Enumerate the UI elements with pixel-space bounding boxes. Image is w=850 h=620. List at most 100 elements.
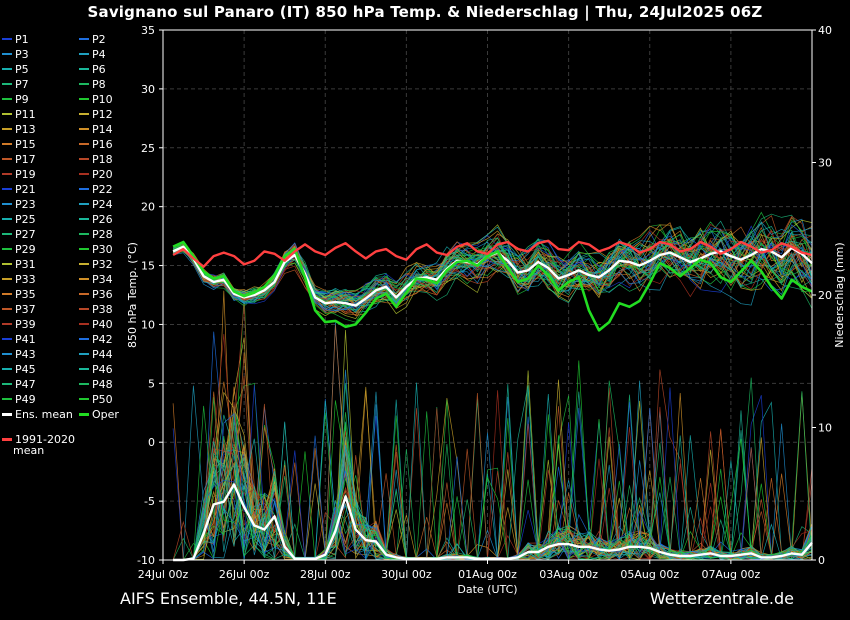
y2-tick-label: 30 bbox=[818, 157, 832, 170]
legend-label: P47 bbox=[15, 378, 36, 391]
legend-swatch bbox=[79, 38, 89, 40]
legend-swatch bbox=[79, 233, 89, 235]
legend-item: P16 bbox=[79, 138, 113, 152]
main-series bbox=[172, 239, 813, 562]
chart-axes: -10 -5 0 5 10 15 20 25 30 35 0 10 20 30 40 24Jul 00z 26J… bbox=[137, 24, 832, 581]
legend-label: P9 bbox=[15, 93, 29, 106]
y-tick-label: -10 bbox=[137, 554, 155, 567]
legend-label: P8 bbox=[92, 78, 106, 91]
legend-label: P37 bbox=[15, 303, 36, 316]
legend-swatch bbox=[79, 248, 89, 250]
legend-swatch bbox=[79, 173, 89, 175]
legend-swatch bbox=[79, 158, 89, 160]
legend-label: P29 bbox=[15, 243, 36, 256]
legend-item: P29 bbox=[2, 243, 36, 257]
legend-item: P9 bbox=[2, 93, 29, 107]
legend-label: P46 bbox=[92, 363, 113, 376]
legend-item: P23 bbox=[2, 198, 36, 212]
legend-item: P40 bbox=[79, 318, 113, 332]
legend-item: P10 bbox=[79, 93, 113, 107]
chart-title: Savignano sul Panaro (IT) 850 hPa Temp. … bbox=[87, 3, 763, 21]
legend-label: P22 bbox=[92, 183, 113, 196]
legend-item: P20 bbox=[79, 168, 113, 182]
legend-item: P50 bbox=[79, 393, 113, 407]
legend-item: P49 bbox=[2, 393, 36, 407]
legend-swatch bbox=[79, 398, 89, 400]
legend-item: P8 bbox=[79, 78, 106, 92]
legend-swatch bbox=[2, 68, 12, 70]
legend-swatch bbox=[79, 53, 89, 55]
legend-item: P14 bbox=[79, 123, 113, 137]
legend-label: P45 bbox=[15, 363, 36, 376]
legend-label: P42 bbox=[92, 333, 113, 346]
legend-label: P3 bbox=[15, 48, 29, 61]
legend-item: P44 bbox=[79, 348, 113, 362]
legend-item: P12 bbox=[79, 108, 113, 122]
legend-item: P4 bbox=[79, 48, 106, 62]
legend-label: Oper bbox=[92, 408, 119, 421]
legend-label: P2 bbox=[92, 33, 106, 46]
legend-swatch bbox=[2, 38, 12, 40]
legend-item: P7 bbox=[2, 78, 29, 92]
legend-label: P4 bbox=[92, 48, 106, 61]
legend-item: P34 bbox=[79, 273, 113, 287]
legend-label: P39 bbox=[15, 318, 36, 331]
legend-item: P30 bbox=[79, 243, 113, 257]
legend-swatch bbox=[2, 128, 12, 130]
legend-item: P38 bbox=[79, 303, 113, 317]
legend-swatch bbox=[2, 113, 12, 115]
x-tick-label: 05Aug 00z bbox=[620, 568, 679, 581]
member-precip-line bbox=[173, 414, 813, 561]
legend-label: Ens. mean bbox=[15, 408, 73, 421]
legend-item: P22 bbox=[79, 183, 113, 197]
series-line-2 bbox=[172, 239, 813, 268]
legend-item: P41 bbox=[2, 333, 36, 347]
legend-swatch bbox=[79, 353, 89, 355]
legend-label: P30 bbox=[92, 243, 113, 256]
legend-label: P31 bbox=[15, 258, 36, 271]
legend-swatch bbox=[2, 263, 12, 265]
y2-tick-label: 40 bbox=[818, 24, 832, 37]
y2-axis-label: Niederschlag (mm) bbox=[833, 242, 846, 347]
legend-swatch bbox=[79, 128, 89, 130]
y2-tick-label: 20 bbox=[818, 289, 832, 302]
legend-swatch bbox=[79, 278, 89, 280]
legend-label: P34 bbox=[92, 273, 113, 286]
legend-label: 1991-2020 mean bbox=[13, 433, 75, 457]
y-tick-label: 5 bbox=[148, 377, 155, 390]
y-tick-label: 0 bbox=[148, 436, 155, 449]
x-axis-label: Date (UTC) bbox=[457, 583, 517, 596]
legend-swatch bbox=[79, 338, 89, 340]
legend-swatch bbox=[79, 323, 89, 325]
legend-swatch bbox=[79, 113, 89, 115]
legend-swatch bbox=[2, 173, 12, 175]
legend-label: P15 bbox=[15, 138, 36, 151]
legend-item: P5 bbox=[2, 63, 29, 77]
x-tick-label: 24Jul 00z bbox=[138, 568, 189, 581]
legend-item: 1991-2020 mean bbox=[2, 434, 75, 456]
legend-swatch bbox=[2, 158, 12, 160]
x-tick-label: 26Jul 00z bbox=[219, 568, 270, 581]
legend-item: P6 bbox=[79, 63, 106, 77]
legend-item: P48 bbox=[79, 378, 113, 392]
legend-swatch bbox=[79, 218, 89, 220]
legend-label: P13 bbox=[15, 123, 36, 136]
legend-swatch bbox=[79, 68, 89, 70]
legend-swatch bbox=[2, 53, 12, 55]
legend-swatch bbox=[2, 188, 12, 190]
legend-swatch bbox=[79, 368, 89, 370]
legend-label: P11 bbox=[15, 108, 36, 121]
legend-label: P36 bbox=[92, 288, 113, 301]
y-tick-label: 30 bbox=[141, 83, 155, 96]
legend-label: P41 bbox=[15, 333, 36, 346]
legend-swatch bbox=[2, 218, 12, 220]
legend-item: P32 bbox=[79, 258, 113, 272]
legend-label: P26 bbox=[92, 213, 113, 226]
y-tick-label: 25 bbox=[141, 142, 155, 155]
legend-item: P33 bbox=[2, 273, 36, 287]
legend-item: P19 bbox=[2, 168, 36, 182]
legend-swatch bbox=[2, 143, 12, 145]
legend-swatch bbox=[2, 248, 12, 250]
ensemble-members bbox=[172, 211, 813, 561]
